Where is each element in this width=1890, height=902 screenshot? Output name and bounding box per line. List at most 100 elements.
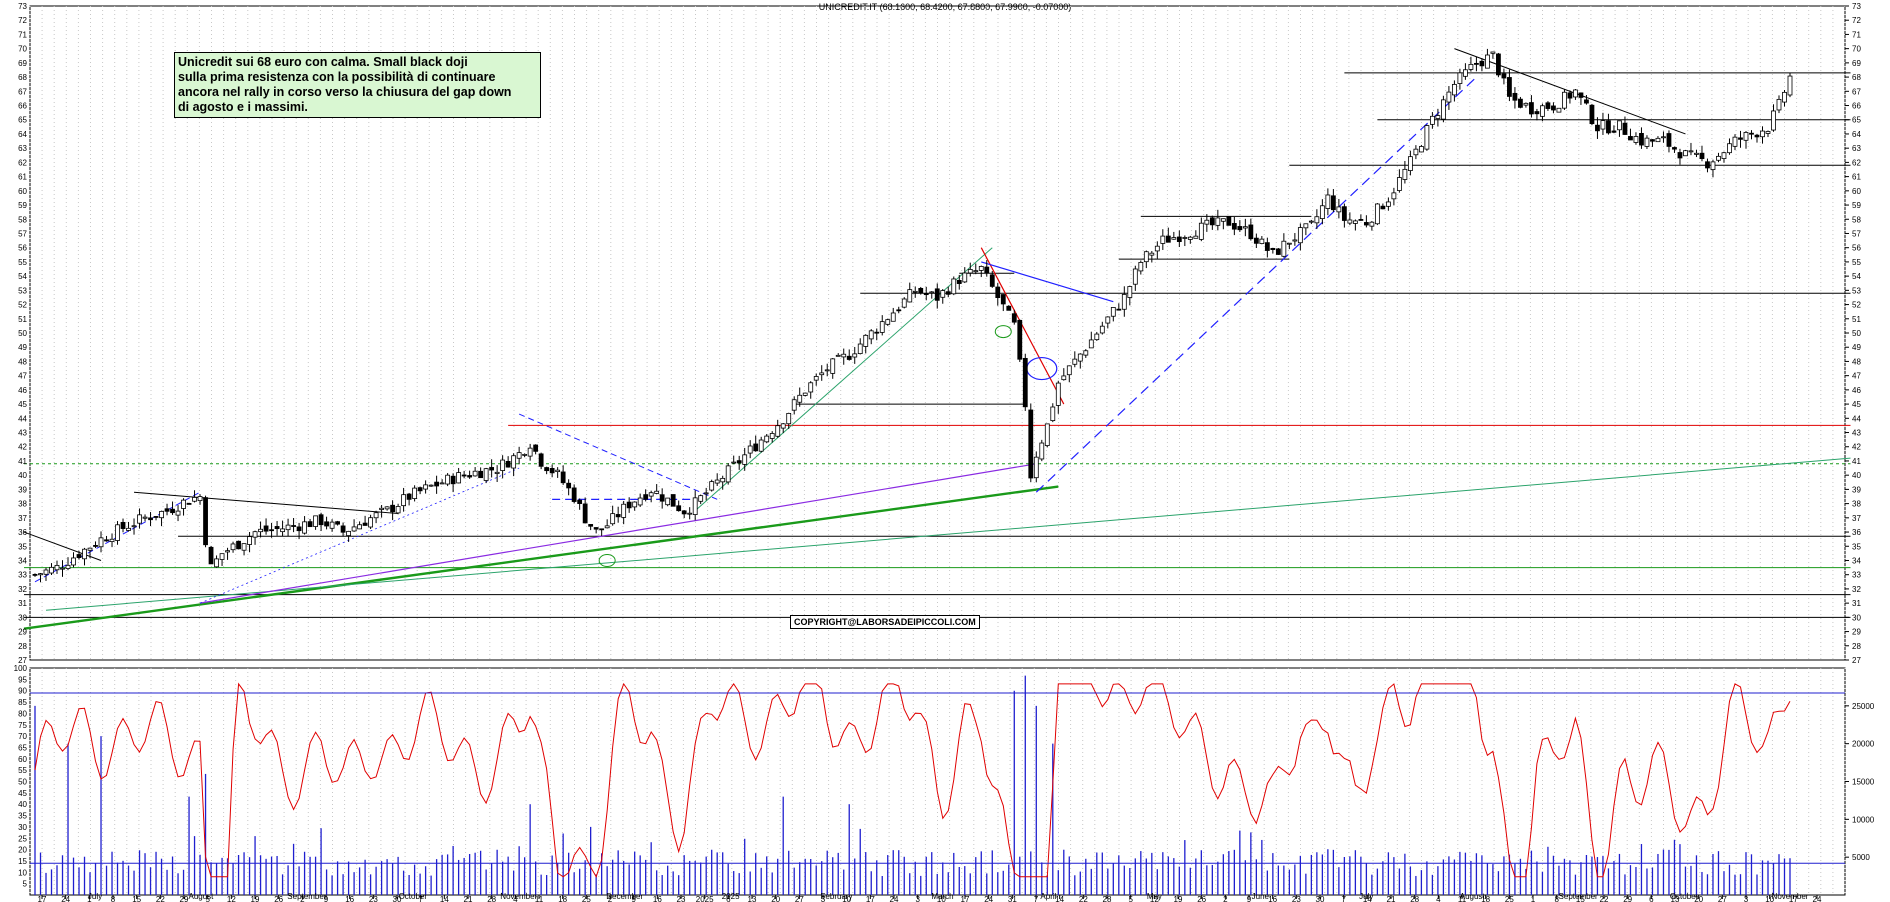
candle-body: [1314, 216, 1320, 224]
y-tick-label: 47: [1852, 372, 1861, 381]
candle-body: [478, 470, 484, 479]
x-day-label: 9: [631, 895, 636, 902]
candle-body: [1529, 102, 1534, 115]
candle-body: [126, 527, 131, 531]
candle-body: [1231, 223, 1237, 230]
candle-body: [1347, 219, 1353, 224]
y-tick-label: 71: [18, 30, 27, 39]
oscillator-tick-label: 45: [18, 789, 27, 798]
candle-body: [1352, 220, 1358, 224]
y-tick-label: 39: [18, 485, 27, 494]
candle-body: [252, 531, 258, 538]
candle-body: [890, 312, 896, 322]
candle-body: [588, 524, 594, 527]
y-tick-label: 33: [1852, 571, 1861, 580]
candle-body: [1198, 222, 1204, 240]
oscillator-tick-label: 95: [18, 675, 27, 684]
y-tick-label: 55: [1852, 258, 1861, 267]
candle-body: [610, 513, 616, 525]
candle-body: [1374, 203, 1380, 225]
y-tick-label: 38: [1852, 500, 1861, 509]
candle-body: [1259, 238, 1265, 244]
candle-body: [681, 510, 687, 515]
candle-body: [544, 467, 550, 472]
x-month-label: April: [1040, 892, 1056, 901]
candle-body: [1237, 226, 1243, 231]
volume-tick-label: 20000: [1852, 740, 1875, 749]
candle-body: [1363, 222, 1369, 226]
candle-body: [852, 353, 858, 358]
x-day-label: 7: [1341, 895, 1346, 902]
oscillator-tick-label: 20: [18, 846, 27, 855]
candle-body: [1507, 77, 1512, 97]
x-day-label: 30: [1316, 895, 1325, 902]
x-day-label: 26: [1197, 895, 1206, 902]
y-tick-label: 50: [18, 329, 27, 338]
candle-body: [313, 515, 318, 527]
candle-body: [1606, 120, 1611, 134]
candle-body: [1319, 205, 1325, 220]
candle-body: [604, 525, 610, 529]
y-tick-label: 31: [18, 599, 27, 608]
candle-body: [1011, 313, 1017, 323]
candle-body: [995, 286, 1001, 298]
oscillator-tick-label: 5: [23, 880, 28, 889]
candle-body: [1292, 239, 1298, 242]
x-day-label: 2: [300, 895, 305, 902]
y-tick-label: 72: [18, 16, 27, 25]
y-tick-label: 39: [1852, 485, 1861, 494]
x-day-label: 14: [440, 895, 449, 902]
candle-body: [1611, 130, 1617, 133]
candle-body: [87, 547, 93, 551]
candle-body: [1727, 143, 1732, 154]
volume-tick-label: 25000: [1852, 702, 1875, 711]
candle-body: [263, 525, 269, 532]
candle-body: [1540, 105, 1545, 117]
candle-body: [934, 288, 940, 301]
x-month-label: July: [1359, 892, 1373, 901]
candle-body: [967, 269, 973, 274]
x-day-label: 2: [608, 895, 613, 902]
candle-body: [43, 569, 49, 575]
lower-axis: 5000 10000 15000 20000 25000 5 10 15 20 25 30 35 40 4…: [14, 664, 1875, 889]
x-month-label: February: [821, 892, 853, 901]
candle-body: [879, 321, 885, 333]
candle-body: [296, 526, 302, 532]
candle-body: [1683, 150, 1688, 157]
x-day-label: 28: [487, 895, 496, 902]
candle-body: [32, 573, 38, 576]
y-tick-label: 65: [1852, 116, 1861, 125]
x-day-label: 29: [180, 895, 189, 902]
x-day-label: 6: [726, 895, 731, 902]
candle-body: [1297, 227, 1303, 244]
candle-body: [621, 503, 627, 518]
y-tick-label: 46: [1852, 386, 1861, 395]
y-tick-label: 35: [18, 542, 27, 551]
annotation-note: Unicredit sui 68 euro con calma. Small b…: [174, 52, 541, 118]
candle-body: [1672, 147, 1677, 150]
y-tick-label: 37: [1852, 514, 1861, 523]
candle-body: [659, 494, 665, 502]
x-day-label: 1: [1531, 895, 1536, 902]
candle-body: [494, 471, 500, 474]
candle-body: [978, 266, 984, 271]
candle-body: [346, 530, 351, 536]
y-tick-label: 69: [1852, 59, 1861, 68]
x-month-label: November: [500, 892, 537, 901]
candle-body: [1424, 125, 1430, 150]
candle-body: [1253, 237, 1259, 244]
y-tick-label: 51: [18, 315, 27, 324]
candle-body: [1341, 206, 1347, 221]
candle-body: [1732, 136, 1738, 147]
candle-body: [940, 290, 946, 298]
candle-body: [802, 392, 808, 396]
oscillator-tick-label: 25: [18, 834, 27, 843]
candle-body: [76, 554, 82, 558]
y-tick-label: 63: [1852, 144, 1861, 153]
y-tick-label: 41: [1852, 457, 1861, 466]
candle-body: [593, 527, 599, 530]
candle-body: [670, 494, 676, 507]
candle-body: [1281, 240, 1287, 257]
x-day-label: 4: [513, 895, 518, 902]
candle-body: [1441, 99, 1446, 120]
